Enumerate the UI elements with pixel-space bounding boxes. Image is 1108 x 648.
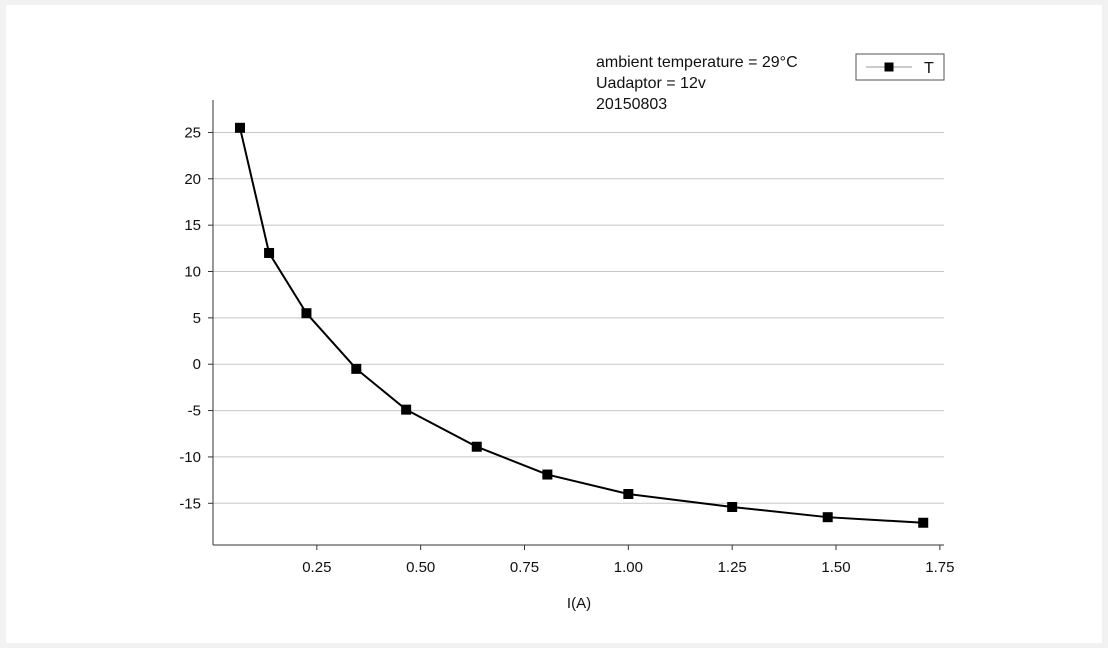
y-tick-label-2: 15: [184, 217, 201, 234]
x-tick-label-2: 0.75: [510, 559, 539, 576]
data-point-t-1: [264, 247, 275, 258]
annotations: ambient temperature = 29°C Uadaptor = 12…: [596, 54, 798, 113]
y-tick-label-0: 25: [184, 124, 201, 141]
data-point-t-3: [351, 363, 362, 374]
y-tick-label-5: 0: [193, 356, 201, 373]
x-tick-label-1: 0.50: [406, 559, 435, 576]
data-point-t-2: [301, 308, 312, 319]
data-point-t-9: [822, 512, 833, 523]
y-tick-label-1: 20: [184, 171, 201, 188]
y-tick-label-7: -10: [179, 449, 201, 466]
y-tick-label-4: 5: [193, 310, 201, 327]
x-tick-label-6: 1.75: [925, 559, 954, 576]
gridlines: [213, 131, 944, 504]
annotation-date: 20150803: [596, 96, 667, 113]
x-tick-label-3: 1.00: [614, 559, 643, 576]
legend-label-t: T: [924, 60, 934, 77]
y-tick-label-6: -5: [188, 403, 201, 420]
x-tick-label-0: 0.25: [302, 559, 331, 576]
series-layer: [234, 122, 929, 528]
line-chart: 25 20 15 10 5 0 -5 -10 -15 0.25 0.50 0.75 1.00 1.25 1…: [179, 53, 954, 612]
x-tick-labels: 0.25 0.50 0.75 1.00 1.25 1.50 1.75: [302, 559, 954, 576]
y-tick-label-3: 10: [184, 264, 201, 281]
x-axis-title: I(A): [567, 595, 591, 612]
x-tick-label-4: 1.25: [718, 559, 747, 576]
chart-card: 25 20 15 10 5 0 -5 -10 -15 0.25 0.50 0.75 1.00 1.25 1…: [6, 5, 1102, 643]
data-point-t-0: [234, 122, 245, 133]
data-point-t-6: [542, 469, 553, 480]
data-point-t-4: [401, 404, 412, 415]
data-point-t-7: [623, 489, 634, 500]
legend: T: [855, 53, 945, 81]
y-tick-labels: 25 20 15 10 5 0 -5 -10 -15: [179, 124, 201, 512]
y-tick-label-8: -15: [179, 495, 201, 512]
data-point-t-8: [727, 501, 738, 512]
x-tick-label-5: 1.50: [821, 559, 850, 576]
annotation-ambient-temp: ambient temperature = 29°C: [596, 54, 798, 71]
series-line-t: [239, 127, 924, 524]
axes: [208, 100, 944, 550]
data-point-t-5: [471, 441, 482, 452]
data-point-t-10: [918, 517, 929, 528]
annotation-uadaptor: Uadaptor = 12v: [596, 75, 706, 92]
legend-marker-icon: [884, 62, 894, 72]
